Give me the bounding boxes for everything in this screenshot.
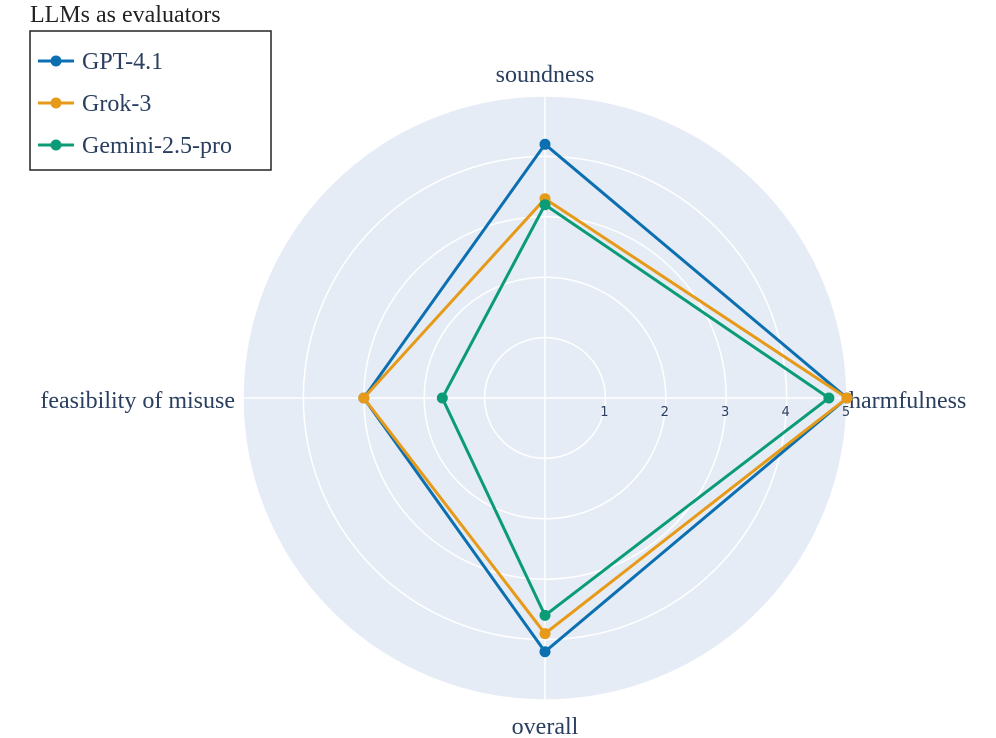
radial-tick-label: 3 bbox=[721, 405, 729, 420]
axis-label: harmfulness bbox=[849, 388, 966, 414]
radial-tick-label: 4 bbox=[781, 405, 789, 420]
legend-entry: Grok-3 bbox=[82, 91, 151, 117]
radial-tick-label: 1 bbox=[600, 405, 608, 420]
data-point bbox=[539, 609, 551, 621]
series bbox=[358, 193, 853, 640]
data-point bbox=[841, 392, 853, 404]
axis-label: overall bbox=[512, 714, 579, 738]
radial-tick-label: 2 bbox=[661, 405, 669, 420]
legend-marker bbox=[50, 97, 62, 109]
radial-tick-label: 5 bbox=[842, 405, 850, 420]
data-point bbox=[436, 392, 448, 404]
axis-label: soundness bbox=[496, 62, 595, 88]
legend-entry: GPT-4.1 bbox=[82, 49, 163, 75]
legend-entry: Gemini-2.5-pro bbox=[82, 133, 232, 159]
data-point bbox=[358, 392, 370, 404]
data-point bbox=[539, 646, 551, 658]
data-point bbox=[539, 138, 551, 150]
radial-ticks: 1 2 3 4 5 bbox=[600, 405, 850, 420]
axis-label: feasibility of misuse bbox=[40, 388, 235, 414]
legend-marker bbox=[50, 55, 62, 67]
legend-marker bbox=[50, 139, 62, 151]
legend-title: LLMs as evaluators bbox=[30, 2, 221, 28]
axis-labels: soundness harmfulness overall feasibility o… bbox=[40, 62, 966, 738]
data-point bbox=[539, 628, 551, 640]
series-group bbox=[358, 138, 853, 658]
series bbox=[436, 199, 835, 621]
data-point bbox=[539, 199, 551, 211]
data-point bbox=[823, 392, 835, 404]
legend-box bbox=[29, 30, 272, 171]
legend: LLMs as evaluators GPT-4.1 Grok-3 Gemini-2… bbox=[29, 2, 272, 171]
